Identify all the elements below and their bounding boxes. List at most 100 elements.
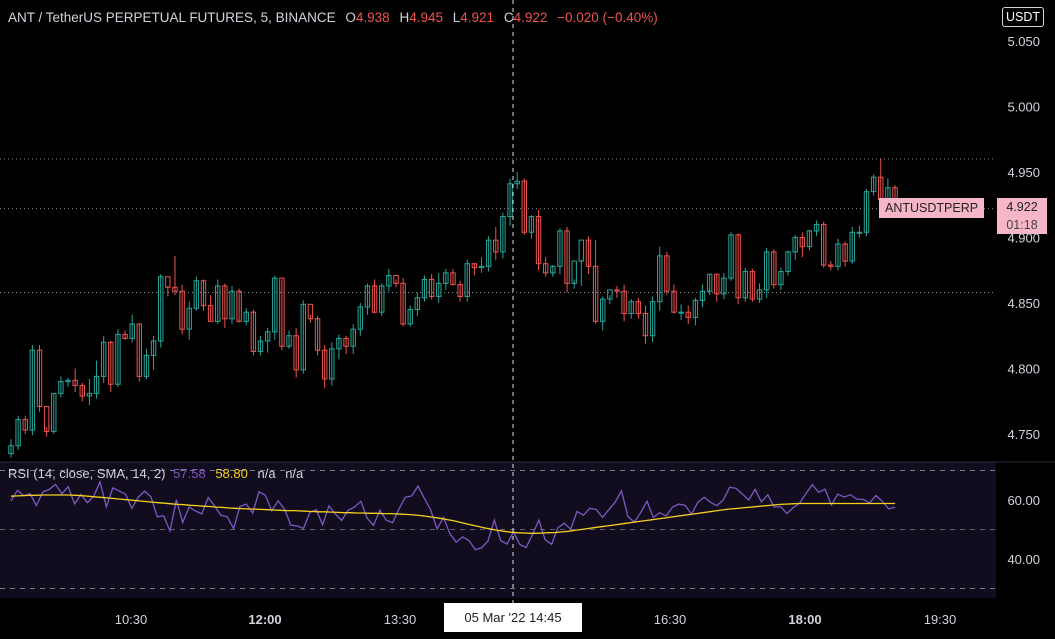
candle-up (215, 285, 221, 322)
rsi-title: RSI (14, close, SMA, 14, 2) (8, 466, 166, 481)
price-axis-label: 4.900 (1007, 231, 1040, 246)
candle-up (485, 239, 492, 267)
time-axis-label: 19:30 (924, 612, 957, 627)
candle-up (186, 307, 192, 330)
candle-down (493, 239, 499, 253)
candle-up (193, 280, 200, 309)
candle-down (250, 311, 257, 352)
candle-down (535, 216, 542, 265)
candle-up (150, 340, 157, 356)
candle-up (29, 349, 36, 431)
candle-up (51, 392, 57, 432)
candle-up (578, 239, 585, 262)
candle-up (58, 381, 64, 394)
candle-down (828, 264, 834, 267)
candle-down (36, 349, 43, 407)
candle-down (172, 286, 178, 292)
price-axis-label: 5.050 (1007, 34, 1040, 49)
candle-up (678, 311, 684, 314)
candle-down (279, 277, 285, 347)
last-price-value: 4.922 (1006, 200, 1038, 214)
price-axis-label: 4.950 (1007, 165, 1040, 180)
candle-up (628, 301, 634, 314)
rsi-na-1: n/a (257, 466, 276, 481)
close-label: C (503, 10, 514, 25)
change-value: −0.020 (−0.40%) (557, 10, 658, 25)
candle-up (378, 285, 385, 313)
candle-down (393, 274, 399, 284)
candle-down (621, 290, 627, 314)
time-axis-label: 13:30 (384, 612, 417, 627)
candle-down (635, 301, 642, 314)
candle-down (307, 303, 314, 320)
candle-up (414, 297, 421, 311)
price-axis-label: 4.850 (1007, 296, 1040, 311)
crosshair-time-label: 05 Mar '22 14:45 (444, 603, 582, 632)
candle-down (136, 323, 143, 377)
candle-up (436, 282, 442, 297)
candle-down (664, 255, 670, 292)
candle-down (457, 284, 463, 297)
candle-down (43, 405, 50, 432)
high-label: H (399, 10, 410, 25)
candle-up (778, 271, 784, 286)
last-price-tag: 4.922 01:18 (997, 198, 1047, 234)
candle-up (115, 333, 121, 385)
candle-up (721, 277, 727, 295)
candle-up (514, 180, 520, 185)
candle-up (849, 231, 855, 262)
candle-up (143, 354, 150, 377)
candle-up (507, 183, 513, 218)
candle-up (571, 260, 577, 284)
rsi-sma-value: 58.80 (215, 466, 248, 481)
time-axis-label: 18:00 (788, 612, 821, 627)
candle-down (592, 265, 599, 322)
candle-down (428, 278, 435, 297)
candle-up (785, 251, 791, 273)
candle-down (200, 280, 207, 307)
candle-down (735, 234, 741, 299)
candle-down (343, 337, 349, 347)
candle-down (108, 341, 114, 385)
candle-down (207, 305, 214, 322)
candle-down (236, 290, 242, 322)
candle-up (264, 331, 271, 342)
candle-down (542, 263, 549, 274)
candle-down (222, 285, 228, 320)
price-axis-label: 4.800 (1007, 362, 1040, 377)
candle-up (699, 290, 706, 301)
rsi-legend[interactable]: RSI (14, close, SMA, 14, 2) 57.58 58.80 … (8, 466, 303, 481)
low-label: L (452, 10, 461, 25)
candle-up (863, 191, 870, 233)
candle-up (407, 309, 413, 325)
candle-down (642, 312, 649, 337)
candle-up (692, 299, 699, 318)
candle-up (607, 289, 613, 300)
candle-up (129, 323, 135, 339)
candle-up (286, 335, 292, 347)
candle-down (471, 263, 478, 269)
candle-down (293, 335, 299, 371)
candle-down (371, 285, 378, 313)
time-axis-label: 12:00 (248, 612, 281, 627)
candle-up (229, 290, 235, 320)
candle-down (714, 273, 720, 295)
currency-unit-button[interactable]: USDT (1002, 7, 1044, 27)
candle-up (336, 337, 342, 350)
rsi-sma-line (10, 494, 895, 534)
candle-up (550, 265, 556, 274)
candle-up (86, 392, 93, 397)
rsi-na-2: n/a (285, 466, 304, 481)
candle-down (122, 333, 128, 339)
candle-down (314, 318, 321, 351)
rsi-axis-label: 60.00 (1007, 493, 1040, 508)
candle-down (685, 311, 691, 318)
candle-up (813, 223, 820, 232)
candle-down (179, 290, 185, 330)
candle-up (728, 234, 734, 279)
candle-up (742, 271, 749, 299)
candle-down (72, 379, 78, 387)
candle-down (79, 385, 86, 397)
high-value: 4.945 (409, 10, 443, 25)
